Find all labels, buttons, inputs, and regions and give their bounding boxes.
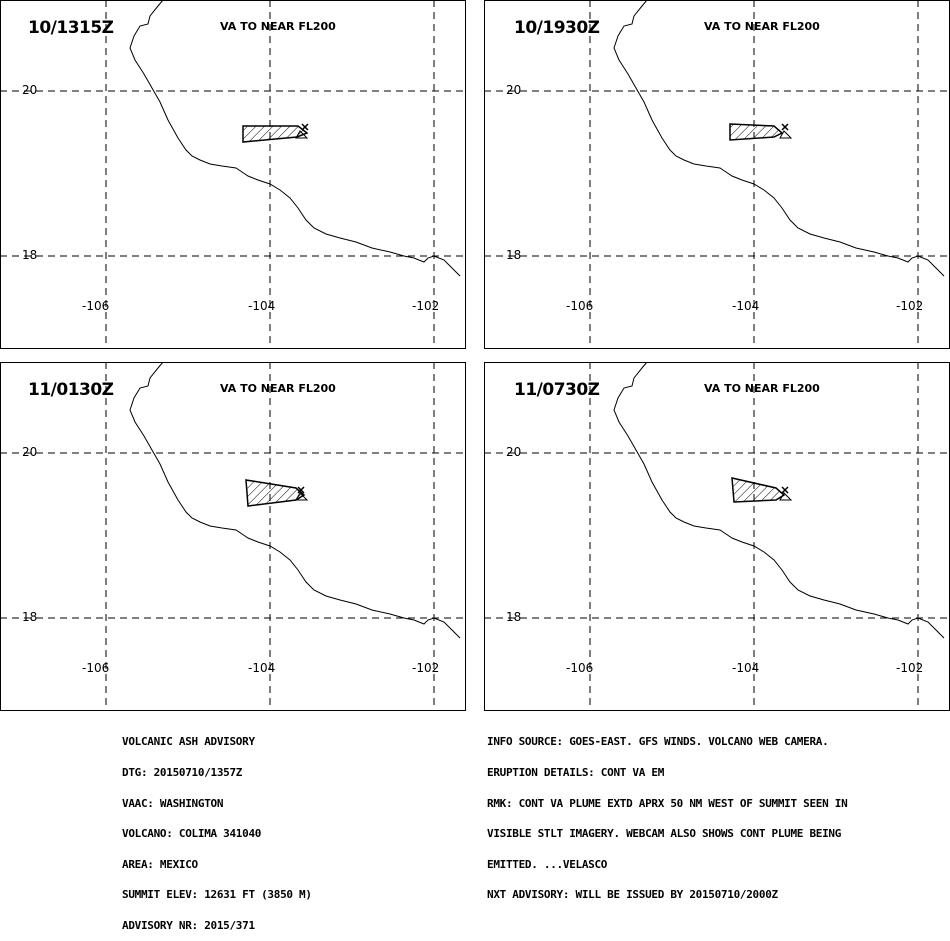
volcano-marker-icon	[781, 486, 789, 494]
panel-heading: VA TO NEAR FL200	[704, 382, 820, 395]
volcano-marker-icon	[301, 123, 309, 131]
ash-cloud	[245, 479, 309, 507]
forecast-panel-3: 11/0130Z VA TO NEAR FL200 20 18 -106 -10…	[0, 362, 466, 711]
grid-lines	[484, 362, 950, 711]
advisory-next: NXT ADVISORY: WILL BE ISSUED BY 20150710…	[487, 888, 778, 902]
lat-label-18: 18	[22, 248, 38, 262]
advisory-summit-elev: SUMMIT ELEV: 12631 FT (3850 M)	[122, 888, 312, 902]
coastline	[129, 0, 461, 277]
lon-label-104: -104	[732, 661, 760, 675]
lon-label-106: -106	[566, 661, 594, 675]
lon-label-106: -106	[82, 661, 110, 675]
lat-label-20: 20	[506, 83, 522, 97]
lon-label-102: -102	[896, 661, 924, 675]
advisory-title: VOLCANIC ASH ADVISORY	[122, 735, 255, 749]
advisory-eruption-details: ERUPTION DETAILS: CONT VA EM	[487, 766, 665, 779]
map-frame	[0, 362, 466, 711]
advisory-vaac: VAAC: WASHINGTON	[122, 796, 224, 810]
forecast-panel-2: 10/1930Z VA TO NEAR FL200 20 18 -106 -10…	[484, 0, 950, 349]
panel-timestamp: 10/1315Z	[28, 18, 114, 38]
lat-label-18: 18	[506, 610, 522, 624]
lat-label-20: 20	[22, 83, 38, 97]
coastline	[129, 362, 461, 639]
advisory-details-left: VOLCANIC ASH ADVISORY DTG: 20150710/1357…	[122, 717, 312, 941]
ash-cloud	[242, 125, 309, 143]
coastline	[613, 0, 945, 277]
panel-timestamp: 11/0130Z	[28, 380, 114, 400]
volcano-marker-icon	[781, 123, 789, 131]
advisory-area: AREA: MEXICO	[122, 857, 198, 871]
advisory-details-right: INFO SOURCE: GOES-EAST. GFS WINDS. VOLCA…	[487, 717, 848, 911]
lon-label-102: -102	[896, 299, 924, 313]
forecast-panel-1: 10/1315Z VA TO NEAR FL200 20 18 -106 -10…	[0, 0, 466, 349]
lat-label-20: 20	[506, 445, 522, 459]
map-frame	[0, 0, 466, 349]
advisory-remark-line-2: VISIBLE STLT IMAGERY. WEBCAM ALSO SHOWS …	[487, 827, 842, 841]
advisory-number: ADVISORY NR: 2015/371	[122, 918, 255, 932]
forecast-panel-4: 11/0730Z VA TO NEAR FL200 20 18 -106 -10…	[484, 362, 950, 711]
panel-heading: VA TO NEAR FL200	[220, 382, 336, 395]
panel-timestamp: 11/0730Z	[514, 380, 600, 400]
advisory-dtg: DTG: 20150710/1357Z	[122, 766, 243, 779]
lon-label-104: -104	[248, 661, 276, 675]
lon-label-104: -104	[248, 299, 276, 313]
panel-heading: VA TO NEAR FL200	[220, 20, 336, 33]
lat-label-18: 18	[22, 610, 38, 624]
volcano-marker-icon	[297, 486, 305, 494]
ash-cloud	[731, 477, 793, 503]
lat-label-20: 20	[22, 445, 38, 459]
lon-label-106: -106	[566, 299, 594, 313]
advisory-remark-line-1: RMK: CONT VA PLUME EXTD APRX 50 NM WEST …	[487, 796, 848, 810]
coastline	[613, 362, 945, 639]
lat-label-18: 18	[506, 248, 522, 262]
advisory-volcano: VOLCANO: COLIMA 341040	[122, 827, 262, 841]
panel-timestamp: 10/1930Z	[514, 18, 600, 38]
panel-heading: VA TO NEAR FL200	[704, 20, 820, 33]
lon-label-104: -104	[732, 299, 760, 313]
lon-label-102: -102	[412, 661, 440, 675]
advisory-remark-line-3: EMITTED. ...VELASCO	[487, 857, 608, 871]
grid-lines	[484, 0, 950, 349]
ash-cloud	[729, 123, 793, 141]
advisory-info-source: INFO SOURCE: GOES-EAST. GFS WINDS. VOLCA…	[487, 735, 829, 749]
map-frame	[484, 0, 950, 349]
grid-lines	[0, 362, 466, 711]
map-frame	[484, 362, 950, 711]
grid-lines	[0, 0, 466, 349]
lon-label-106: -106	[82, 299, 110, 313]
lon-label-102: -102	[412, 299, 440, 313]
